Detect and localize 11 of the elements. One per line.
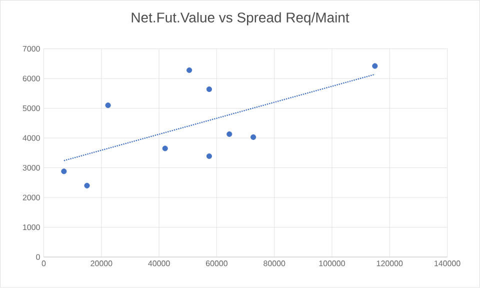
point [162, 146, 168, 152]
point [250, 134, 256, 140]
point [105, 102, 111, 108]
point [206, 153, 212, 160]
chart-title: Net.Fut.Value vs Spread Req/Maint [132, 12, 350, 26]
point [186, 68, 192, 74]
point [206, 86, 212, 92]
point [84, 182, 90, 189]
point [61, 168, 67, 174]
point [372, 63, 378, 69]
point [226, 131, 232, 138]
